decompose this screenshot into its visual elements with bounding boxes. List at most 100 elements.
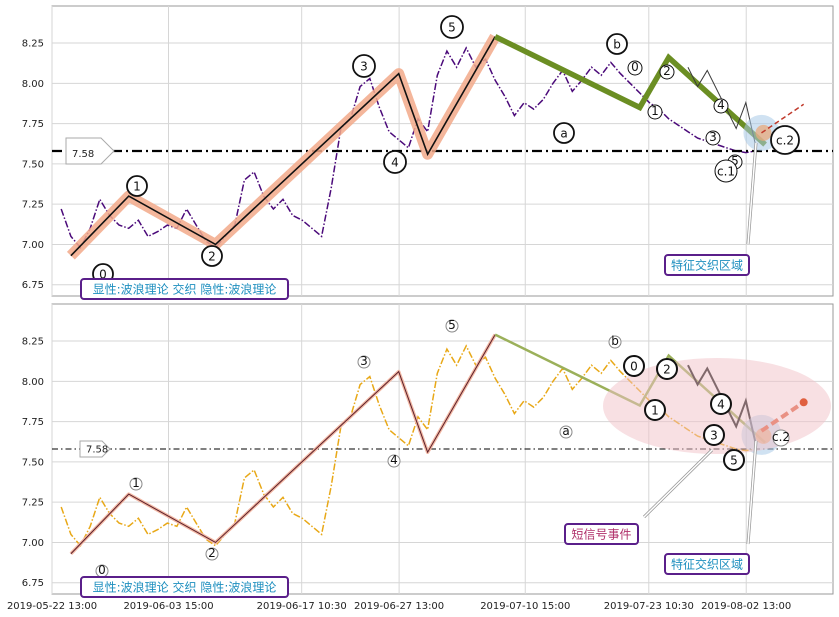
y-tick-label: 8.00 — [22, 79, 44, 90]
annotation-text: 显性:波浪理论 交织 隐性:波浪理论 — [93, 580, 277, 595]
price-marker-arrow — [79, 440, 111, 458]
wave-label: 5 — [730, 454, 738, 468]
annotation-box — [564, 523, 639, 545]
price-marker-arrow — [65, 137, 115, 165]
wave-label: 4 — [390, 453, 398, 467]
wave-label: 0 — [99, 268, 107, 282]
price-marker-label: 7.58 — [86, 445, 108, 456]
price-marker-label: 7.58 — [72, 149, 94, 160]
wave-label-circle — [659, 64, 675, 80]
wave-label-circle — [357, 355, 371, 369]
wave-label: 4 — [717, 398, 725, 412]
wave-label-circle — [553, 122, 575, 144]
annotation-box — [80, 576, 289, 598]
wave-label: 3 — [709, 130, 717, 144]
interweave-zone-core — [755, 124, 772, 141]
wave-label: a — [562, 424, 569, 438]
wave-label-circle — [656, 358, 678, 380]
wave-label-circle — [440, 15, 464, 39]
wave-label: c.2 — [772, 430, 790, 444]
y-tick-label: 6.75 — [22, 280, 44, 291]
wave-label: b — [611, 334, 619, 348]
wave-label-circle — [608, 335, 622, 349]
wave-label-circle — [713, 98, 729, 114]
wave-label: 2 — [208, 546, 216, 560]
wave-label-circle — [623, 355, 645, 377]
x-tick-label: 2019-07-10 15:00 — [480, 601, 570, 612]
signal-pointer-inner — [643, 449, 713, 518]
y-tick-label: 7.00 — [22, 240, 44, 251]
x-tick-label: 2019-08-02 13:00 — [701, 601, 791, 612]
impulse-wave-line — [70, 36, 496, 257]
wave-label-circle — [647, 104, 663, 120]
wave-label: 5 — [448, 21, 456, 35]
y-tick-label: 7.50 — [22, 457, 44, 468]
wave-label: c.2 — [776, 134, 794, 148]
impulse-wave-line — [70, 334, 496, 555]
x-tick-label: 2019-06-03 15:00 — [123, 601, 213, 612]
wave-label-circle — [352, 54, 376, 78]
wave-label-circle — [772, 429, 790, 447]
wave-label: 2 — [663, 64, 671, 78]
annotation-box — [664, 553, 750, 575]
wave-label: 5 — [448, 318, 456, 332]
wave-label: 3 — [710, 429, 718, 443]
y-tick-label: 7.25 — [22, 200, 44, 211]
wave-label: 1 — [132, 476, 140, 490]
wave-label-circle — [559, 425, 573, 439]
annotation-box — [80, 278, 289, 300]
wave-label-circle — [705, 130, 721, 146]
wave-label-circle — [606, 33, 628, 55]
wave-label-circle — [129, 477, 143, 491]
wave-label-circle — [205, 547, 219, 561]
x-tick-label: 2019-07-23 10:30 — [604, 601, 694, 612]
wave-label: 0 — [630, 360, 638, 374]
wave-label: 0 — [631, 60, 639, 74]
wave-label: 3 — [360, 60, 368, 74]
wave-label-circle — [714, 159, 738, 183]
annotation-text: 特征交织区域 — [671, 258, 743, 273]
wave-label: 1 — [133, 180, 141, 194]
y-tick-label: 7.50 — [22, 159, 44, 170]
y-tick-label: 7.75 — [22, 119, 44, 130]
wave-label-circle — [383, 150, 407, 174]
y-tick-label: 8.25 — [22, 39, 44, 50]
extension-arrow — [761, 103, 805, 134]
zone-pointer-inner — [747, 142, 757, 245]
y-tick-label: 8.00 — [22, 377, 44, 388]
wave-label: 2 — [663, 363, 671, 377]
extension-endpoint — [799, 398, 808, 407]
wave-label-circle — [710, 393, 732, 415]
annotation-text: 特征交织区域 — [671, 557, 743, 572]
wave-label: 1 — [651, 104, 659, 118]
wave-label: a — [560, 127, 567, 141]
bottom-panel: 6.75 7.00 7.25 7.50 7.75 8.00 8.25 2019-05-22 1… — [7, 303, 834, 612]
x-tick-label: 2019-06-27 13:00 — [354, 601, 444, 612]
wave-label: c.1 — [717, 165, 735, 179]
annotation-text: 显性:波浪理论 交织 隐性:波浪理论 — [93, 282, 277, 297]
y-tick-label: 8.25 — [22, 337, 44, 348]
plot-area — [51, 5, 834, 297]
wave-label: b — [613, 38, 621, 52]
wave-label-circle — [644, 399, 666, 421]
wave-label-circle — [627, 60, 643, 76]
wave-label-circle — [703, 424, 725, 446]
y-tick-label: 7.00 — [22, 538, 44, 549]
top-panel: 6.75 7.00 7.25 7.50 7.75 8.00 8.25 7.58 0 1 2 3 4 5 a b… — [22, 5, 834, 300]
wave-label: 3 — [360, 354, 368, 368]
wave-label-circle — [723, 449, 745, 471]
wave-label: 4 — [717, 98, 725, 112]
wave-label-circle — [201, 245, 223, 267]
wave-label: 5 — [731, 154, 739, 168]
wave-label: 1 — [651, 404, 659, 418]
y-tick-label: 6.75 — [22, 578, 44, 589]
zone-pointer-inner — [747, 440, 757, 545]
x-tick-label: 2019-06-17 10:30 — [257, 601, 347, 612]
annotation-text: 短信号事件 — [571, 528, 631, 542]
wave-label-circle — [770, 125, 800, 155]
annotation-box — [664, 254, 750, 276]
y-tick-label: 7.75 — [22, 417, 44, 428]
x-tick-label: 2019-05-22 13:00 — [7, 601, 97, 612]
wave-label-circle — [445, 319, 459, 333]
